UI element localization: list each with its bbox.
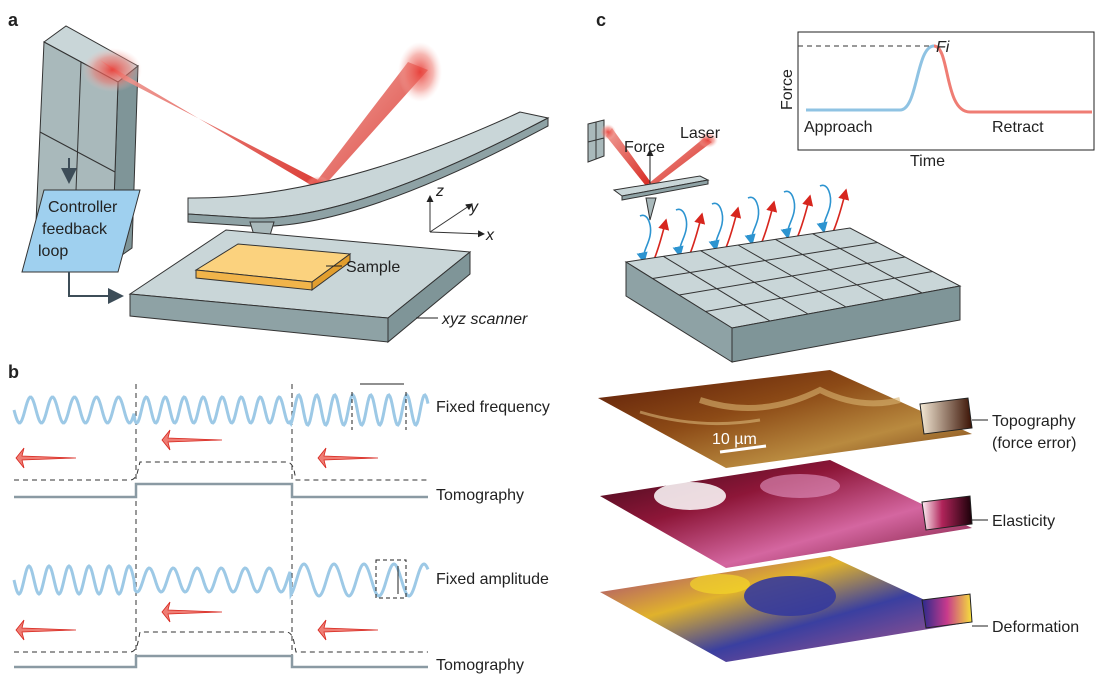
- photodetector-c: [587, 119, 605, 163]
- state-dash-row-1: [14, 461, 428, 653]
- topography-map: 10 µm: [598, 370, 973, 468]
- cantilever-tip-glyph: [317, 619, 379, 641]
- fixed-frequency-wave: [12, 393, 430, 428]
- scale-bar: [719, 444, 767, 454]
- panel-b-label: b: [8, 362, 19, 382]
- axis-z-label: z: [435, 183, 444, 200]
- laser-beam-a: [82, 42, 442, 192]
- cantilever-tip-glyph: [161, 601, 223, 623]
- inset-ylabel: Force: [779, 69, 796, 110]
- cantilever-tip-glyph: [317, 447, 379, 469]
- axis-y-label: y: [469, 199, 479, 216]
- deformation-label: Deformation: [992, 619, 1079, 636]
- approach-loop: [816, 184, 832, 234]
- sample-label: Sample: [346, 259, 400, 276]
- controller-box: [21, 189, 141, 273]
- tomography-label-1: Tomography: [436, 487, 524, 504]
- controller-to-scanner-arrow: [68, 272, 124, 304]
- amplitude-bracket: [375, 559, 407, 599]
- period-bracket: [351, 383, 407, 430]
- tomography-step-lines: [14, 482, 428, 669]
- cantilever-a: [187, 111, 550, 264]
- sample-block: [194, 243, 352, 291]
- fi-label: Fi: [936, 39, 950, 56]
- map-leader-lines: [972, 419, 988, 627]
- approach-curve: [806, 44, 935, 112]
- fixed-amplitude-label: Fixed amplitude: [436, 571, 549, 588]
- laser-label: Laser: [680, 125, 721, 142]
- approach-loop: [708, 202, 724, 252]
- tip-glyph-row-1: [15, 429, 379, 469]
- scanner-label: xyz scanner: [441, 311, 528, 328]
- grid-stage: [624, 227, 962, 363]
- fixed-frequency-label: Fixed frequency: [436, 399, 550, 416]
- approach-loop: [744, 196, 760, 246]
- inset-xlabel: Time: [910, 153, 945, 170]
- panel-a-label: a: [8, 10, 19, 30]
- deformation-map: [600, 556, 973, 662]
- approach-loop: [636, 214, 652, 264]
- elasticity-map: [600, 460, 973, 568]
- approach-loop: [780, 190, 796, 240]
- controller-label: Controller feedback loop: [38, 199, 122, 260]
- force-time-inset: Fi Approach Retract Time Force: [779, 31, 1095, 170]
- panel-c-label: c: [596, 10, 606, 30]
- axis-x-label: x: [485, 227, 495, 244]
- approach-loop: [672, 208, 688, 258]
- elasticity-colorbar: [921, 495, 973, 531]
- xyz-axes: z y x: [426, 183, 495, 244]
- tip-glyph-row-2: [15, 601, 379, 641]
- topography-colorbar: [919, 397, 973, 435]
- topography-sublabel: (force error): [992, 435, 1076, 452]
- elasticity-label: Elasticity: [992, 513, 1055, 530]
- phase-dividers: [135, 384, 293, 668]
- tomography-label-2: Tomography: [436, 657, 524, 674]
- deformation-colorbar: [921, 593, 973, 629]
- cantilever-c: [612, 175, 710, 221]
- cantilever-tip-glyph: [161, 429, 223, 451]
- fixed-amplitude-wave: [12, 562, 430, 600]
- approach-label: Approach: [804, 119, 873, 136]
- cantilever-tip-glyph: [15, 619, 77, 641]
- topography-label: Topography: [992, 413, 1076, 430]
- cantilever-tip-glyph: [15, 447, 77, 469]
- beam-c-left: [606, 128, 652, 186]
- retract-curve: [933, 44, 1092, 114]
- approach-retract-loops: [636, 184, 850, 269]
- retract-label: Retract: [992, 119, 1044, 136]
- beam-c-right: [648, 138, 712, 186]
- scale-bar-label: 10 µm: [712, 431, 757, 448]
- force-label: Force: [624, 139, 665, 156]
